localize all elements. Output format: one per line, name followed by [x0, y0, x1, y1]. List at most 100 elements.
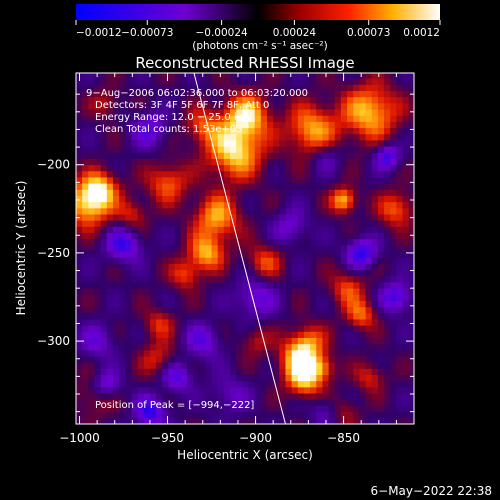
- heatmap-cell: [390, 380, 397, 388]
- heatmap-cell: [254, 263, 262, 271]
- heatmap-cell: [119, 164, 126, 172]
- heatmap-cell: [267, 121, 274, 129]
- heatmap-cell: [390, 294, 397, 301]
- heatmap-cell: [310, 158, 317, 166]
- heatmap-cell: [347, 220, 354, 227]
- heatmap-cell: [112, 152, 120, 159]
- heatmap-cell: [174, 207, 182, 215]
- heatmap-cell: [125, 195, 132, 203]
- heatmap-cell: [199, 325, 206, 332]
- heatmap-cell: [223, 343, 231, 351]
- heatmap-cell: [273, 158, 280, 166]
- heatmap-cell: [260, 201, 268, 209]
- heatmap-cell: [248, 102, 256, 110]
- heatmap-cell: [285, 343, 293, 351]
- heatmap-cell: [211, 244, 219, 252]
- heatmap-cell: [88, 257, 95, 264]
- heatmap-cell: [88, 269, 95, 277]
- heatmap-cell: [230, 189, 237, 196]
- heatmap-cell: [310, 269, 317, 277]
- heatmap-cell: [390, 263, 397, 271]
- heatmap-cell: [211, 275, 219, 283]
- heatmap-cell: [273, 337, 280, 345]
- heatmap-cell: [193, 300, 200, 308]
- heatmap-cell: [106, 380, 114, 388]
- heatmap-cell: [365, 337, 373, 345]
- heatmap-cell: [402, 312, 410, 320]
- heatmap-cell: [396, 306, 403, 314]
- heatmap-cell: [408, 244, 414, 252]
- heatmap-cell: [94, 337, 102, 345]
- heatmap-cell: [285, 84, 293, 92]
- heatmap-cell: [217, 386, 225, 394]
- heatmap-cell: [340, 152, 348, 159]
- heatmap-cell: [149, 251, 157, 258]
- heatmap-cell: [100, 133, 108, 141]
- heatmap-cell: [186, 306, 194, 314]
- heatmap-cell: [365, 263, 373, 271]
- heatmap-cell: [211, 78, 219, 85]
- heatmap-cell: [156, 380, 163, 388]
- heatmap-cell: [100, 306, 108, 314]
- heatmap-cell: [297, 189, 305, 196]
- heatmap-cell: [396, 343, 403, 351]
- heatmap-cell: [174, 238, 182, 246]
- heatmap-cell: [377, 263, 385, 271]
- heatmap-cell: [285, 109, 293, 116]
- heatmap-cell: [371, 183, 379, 190]
- heatmap-cell: [365, 386, 373, 394]
- heatmap-cell: [137, 102, 145, 110]
- heatmap-cell: [279, 362, 286, 369]
- heatmap-cell: [217, 269, 225, 277]
- heatmap-cell: [168, 337, 175, 345]
- heatmap-cell: [180, 195, 188, 203]
- heatmap-cell: [390, 288, 397, 295]
- heatmap-cell: [402, 73, 410, 79]
- heatmap-cell: [119, 325, 126, 332]
- heatmap-cell: [267, 207, 274, 215]
- heatmap-cell: [76, 374, 83, 382]
- heatmap-cell: [156, 183, 163, 190]
- heatmap-cell: [143, 214, 151, 221]
- heatmap-cell: [94, 349, 102, 357]
- heatmap-cell: [334, 399, 342, 406]
- heatmap-cell: [199, 207, 206, 215]
- heatmap-cell: [402, 257, 410, 264]
- heatmap-cell: [310, 146, 317, 153]
- heatmap-cell: [322, 177, 330, 184]
- heatmap-cell: [340, 170, 348, 178]
- heatmap-cell: [106, 78, 114, 85]
- heatmap-cell: [106, 164, 114, 172]
- heatmap-cell: [328, 288, 336, 295]
- heatmap-cell: [76, 195, 83, 203]
- heatmap-cell: [316, 170, 323, 178]
- heatmap-cell: [174, 195, 182, 203]
- heatmap-cell: [211, 109, 219, 116]
- heatmap-cell: [168, 121, 175, 129]
- heatmap-cell: [193, 207, 200, 215]
- heatmap-cell: [279, 96, 286, 104]
- heatmap-cell: [402, 195, 410, 203]
- heatmap-cell: [199, 331, 206, 338]
- heatmap-cell: [297, 140, 305, 147]
- heatmap-cell: [291, 386, 299, 394]
- x-tick-label: −950: [151, 431, 184, 445]
- heatmap-cell: [236, 146, 243, 153]
- x-tick-label: −850: [327, 431, 360, 445]
- heatmap-cell: [149, 356, 157, 363]
- heatmap-cell: [328, 386, 336, 394]
- heatmap-cell: [88, 331, 95, 338]
- heatmap-cell: [106, 158, 114, 166]
- heatmap-cell: [273, 331, 280, 338]
- heatmap-cell: [273, 232, 280, 240]
- heatmap-cell: [162, 263, 169, 271]
- heatmap-cell: [365, 331, 373, 338]
- heatmap-cell: [156, 214, 163, 221]
- heatmap-cell: [396, 251, 403, 258]
- heatmap-cell: [143, 312, 151, 320]
- heatmap-cell: [193, 368, 200, 376]
- heatmap-cell: [267, 257, 274, 264]
- heatmap-cell: [162, 78, 169, 85]
- heatmap-cell: [88, 177, 95, 184]
- heatmap-cell: [279, 393, 286, 400]
